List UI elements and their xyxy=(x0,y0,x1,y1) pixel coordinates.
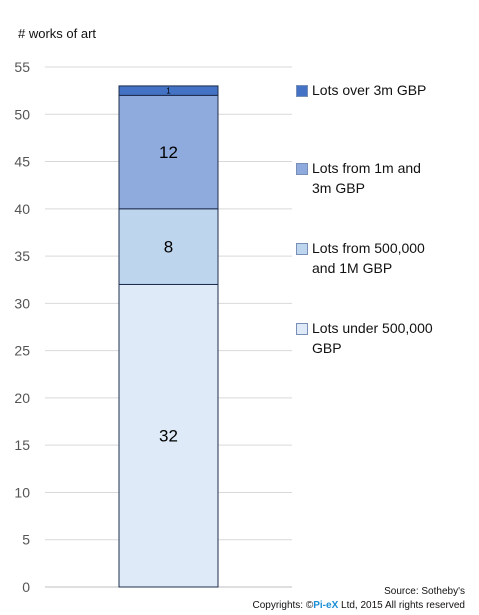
legend-swatch xyxy=(296,243,308,255)
legend-swatch xyxy=(296,323,308,335)
bar-segment xyxy=(118,94,219,210)
legend-label: Lots from 500,000 xyxy=(312,240,425,256)
data-label: 32 xyxy=(159,427,178,446)
y-tick-label: 10 xyxy=(14,484,30,500)
copyright-prefix: Copyrights: © xyxy=(252,600,314,611)
y-tick-label: 25 xyxy=(14,343,30,359)
legend-item: Lots from 500,000 and 1M GBP xyxy=(296,238,476,278)
y-tick-label: 55 xyxy=(14,59,30,75)
y-tick-label: 40 xyxy=(14,201,30,217)
bar-segment xyxy=(118,283,219,588)
legend-swatch xyxy=(296,163,308,175)
legend-label: Lots over 3m GBP xyxy=(312,82,427,98)
brand-name: Pi-eX xyxy=(313,600,339,611)
bar-segments xyxy=(118,85,219,588)
data-label: 12 xyxy=(159,143,178,162)
legend-swatch xyxy=(296,85,308,97)
bar-segment xyxy=(118,85,219,96)
copyright-suffix: Ltd, 2015 All rights reserved xyxy=(338,600,465,611)
y-tick-label: 50 xyxy=(14,106,30,122)
legend-label: and 1M GBP xyxy=(312,260,393,276)
y-tick-label: 0 xyxy=(22,579,30,595)
bar-segment xyxy=(118,208,219,285)
legend-item: Lots over 3m GBP xyxy=(296,80,476,100)
legend-item: Lots from 1m and 3m GBP xyxy=(296,158,476,198)
source-note: Source: Sotheby's xyxy=(384,586,465,597)
legend-label: GBP xyxy=(312,340,342,356)
data-label: 1 xyxy=(166,87,171,96)
copyright-note: Copyrights: ©Pi-eX Ltd, 2015 All rights … xyxy=(253,600,466,611)
data-label: 8 xyxy=(164,238,173,257)
legend-label: Lots under 500,000 xyxy=(312,320,433,336)
y-axis-title: # works of art xyxy=(18,26,97,41)
y-tick-label: 30 xyxy=(14,295,30,311)
segment-labels: 32 8 12 1 xyxy=(159,87,178,446)
y-tick-label: 5 xyxy=(22,532,30,548)
y-tick-label: 20 xyxy=(14,390,30,406)
y-tick-label: 15 xyxy=(14,437,30,453)
y-tick-labels: 0 5 10 15 20 25 30 35 40 45 50 55 xyxy=(14,59,30,595)
legend-item: Lots under 500,000 GBP xyxy=(296,318,476,358)
y-tick-label: 35 xyxy=(14,248,30,264)
y-tick-label: 45 xyxy=(14,154,30,170)
legend-label: Lots from 1m and xyxy=(312,160,421,176)
legend-label: 3m GBP xyxy=(312,180,365,196)
